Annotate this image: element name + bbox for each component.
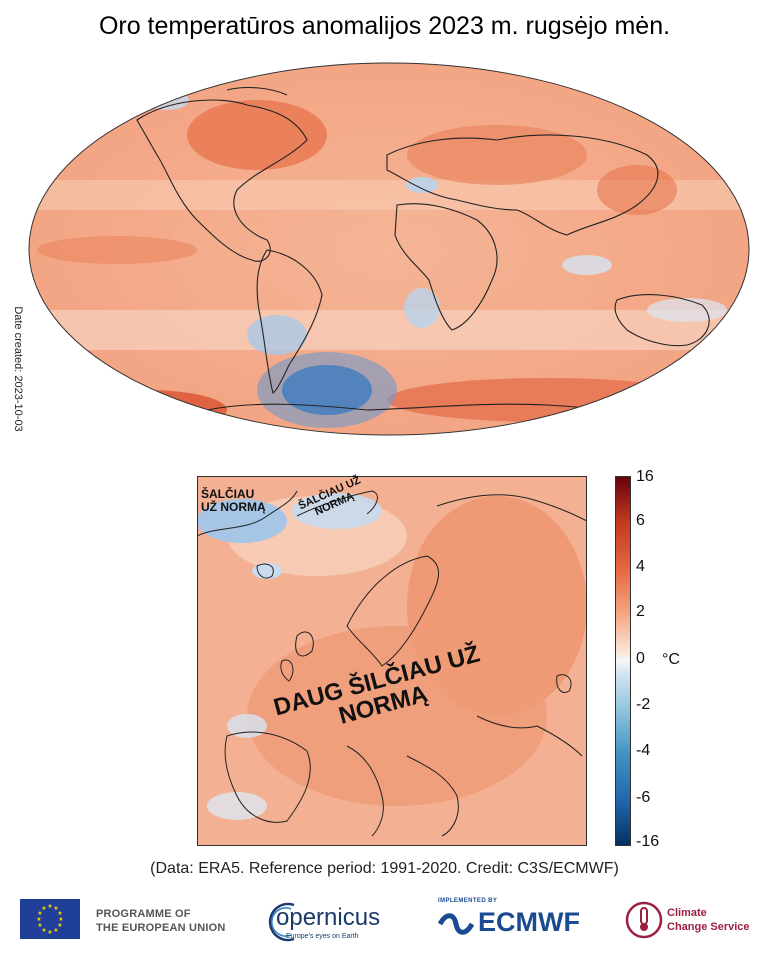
svg-text:★: ★ bbox=[37, 910, 42, 917]
colorbar-tick: 0 bbox=[636, 650, 645, 667]
warm-region-antarctica bbox=[387, 378, 707, 422]
eu-programme-label: PROGRAMME OF THE EUROPEAN UNION bbox=[96, 908, 226, 934]
data-credit: (Data: ERA5. Reference period: 1991-2020… bbox=[150, 860, 619, 877]
colorbar-unit: °C bbox=[662, 651, 680, 668]
svg-text:★: ★ bbox=[41, 927, 46, 934]
colorbar-tick: 6 bbox=[636, 512, 645, 529]
warm-region-canada bbox=[187, 100, 327, 170]
copernicus-logo: opernicus Europe's eyes on Earth bbox=[262, 893, 422, 953]
svg-text:★: ★ bbox=[58, 916, 63, 923]
date-created-label: Date created: 2023-10-03 bbox=[12, 306, 24, 432]
svg-text:★: ★ bbox=[37, 922, 42, 929]
svg-text:★: ★ bbox=[57, 910, 62, 917]
copernicus-c-icon bbox=[268, 902, 295, 942]
ecmwf-implemented-label: IMPLEMENTED BY bbox=[438, 898, 498, 904]
eu-flag-icon: ★ ★ ★ ★ ★ ★ ★ ★ ★ ★ ★ ★ bbox=[20, 899, 80, 939]
logo-bar: ★ ★ ★ ★ ★ ★ ★ ★ ★ ★ ★ ★ PROGRAMME OF THE EUROPEA… bbox=[0, 893, 769, 953]
colorbar-tick: 2 bbox=[636, 603, 645, 620]
europe-coastlines bbox=[197, 490, 587, 837]
cold-label-greenland: ŠALČIAU UŽ NORMĄ bbox=[201, 487, 266, 514]
colorbar-tick: -6 bbox=[636, 789, 651, 806]
ecmwf-logo: ECMWF bbox=[478, 907, 580, 937]
colorbar bbox=[615, 476, 631, 846]
map-title: Oro temperatūros anomalijos 2023 m. rugs… bbox=[98, 12, 671, 40]
svg-text:★: ★ bbox=[53, 905, 58, 912]
svg-text:★: ★ bbox=[41, 905, 46, 912]
svg-text:★: ★ bbox=[57, 922, 62, 929]
global-anomaly-map bbox=[28, 62, 750, 436]
svg-text:★: ★ bbox=[53, 927, 58, 934]
colorbar-tick: -4 bbox=[636, 742, 651, 759]
cold-region-svalbard bbox=[292, 493, 382, 529]
colorbar-tick: 4 bbox=[636, 558, 645, 575]
climate-change-service-icon bbox=[625, 898, 663, 958]
colorbar-tick: -16 bbox=[636, 833, 660, 850]
colorbar-ticks: 16 6 4 2 0 -2 -4 -6 -16 bbox=[636, 468, 676, 850]
colorbar-tick: 16 bbox=[636, 468, 654, 485]
ecmwf-wave-icon bbox=[436, 911, 476, 971]
europe-anomaly-map bbox=[197, 476, 587, 846]
svg-text:★: ★ bbox=[47, 929, 52, 936]
cold-region-greenland bbox=[197, 499, 287, 543]
warm-region-europe bbox=[407, 125, 587, 185]
svg-text:★: ★ bbox=[47, 903, 52, 910]
climate-change-service-label: Climate Change Service bbox=[667, 907, 750, 933]
svg-text:★: ★ bbox=[36, 916, 41, 923]
colorbar-tick: -2 bbox=[636, 696, 651, 713]
